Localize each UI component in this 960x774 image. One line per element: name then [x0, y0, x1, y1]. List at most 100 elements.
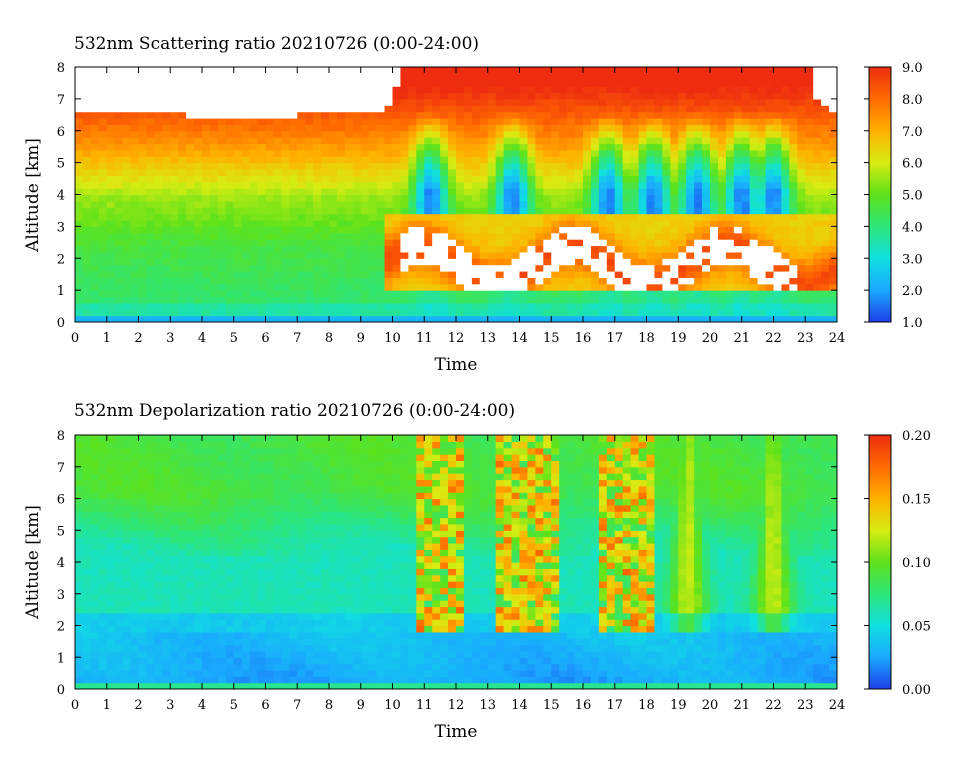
- heatmap-cell: [162, 163, 171, 170]
- heatmap-cell: [75, 144, 84, 151]
- heatmap-cell: [297, 297, 306, 304]
- heatmap-cell: [535, 265, 544, 272]
- heatmap-cell: [266, 144, 275, 151]
- heatmap-cell: [512, 252, 521, 259]
- heatmap-cell: [91, 657, 100, 664]
- heatmap-cell: [472, 265, 481, 272]
- heatmap-cell: [710, 214, 719, 221]
- heatmap-cell: [639, 239, 648, 246]
- heatmap-cell: [218, 613, 227, 620]
- heatmap-cell: [607, 303, 616, 310]
- heatmap-cell: [162, 435, 171, 442]
- heatmap-cell: [210, 587, 219, 594]
- heatmap-cell: [218, 277, 227, 284]
- heatmap-cell: [464, 303, 473, 310]
- heatmap-cell: [99, 486, 108, 493]
- heatmap-cell: [623, 175, 632, 182]
- heatmap-cell: [726, 112, 735, 119]
- heatmap-cell: [194, 258, 203, 265]
- heatmap-cell: [424, 73, 433, 80]
- heatmap-cell: [662, 233, 671, 240]
- heatmap-cell: [202, 182, 211, 189]
- x-tick-label: 8: [325, 331, 333, 346]
- heatmap-cell: [83, 80, 92, 87]
- heatmap-cell: [202, 258, 211, 265]
- heatmap-cell: [107, 105, 116, 112]
- heatmap-cell: [186, 226, 195, 233]
- heatmap-cell: [234, 252, 243, 259]
- heatmap-cell: [567, 290, 576, 297]
- heatmap-cell: [615, 252, 624, 259]
- heatmap-cell: [543, 258, 552, 265]
- heatmap-cell: [115, 297, 124, 304]
- heatmap-cell: [591, 303, 600, 310]
- heatmap-cell: [250, 150, 259, 157]
- heatmap-cell: [146, 214, 155, 221]
- heatmap-cell: [123, 676, 132, 683]
- heatmap-cell: [186, 105, 195, 112]
- heatmap-cell: [289, 105, 298, 112]
- heatmap-cell: [551, 169, 560, 176]
- heatmap-cell: [75, 86, 84, 93]
- heatmap-cell: [829, 118, 838, 125]
- heatmap-cell: [178, 246, 187, 253]
- heatmap-cell: [305, 150, 314, 157]
- heatmap-cell: [226, 182, 235, 189]
- heatmap-cell: [289, 271, 298, 278]
- heatmap-cell: [805, 233, 814, 240]
- heatmap-cell: [591, 201, 600, 208]
- heatmap-cell: [273, 86, 282, 93]
- heatmap-cell: [178, 473, 187, 480]
- heatmap-cell: [258, 492, 267, 499]
- heatmap-cell: [194, 207, 203, 214]
- heatmap-cell: [575, 284, 584, 291]
- heatmap-cell: [456, 150, 465, 157]
- heatmap-cell: [567, 297, 576, 304]
- heatmap-cell: [83, 309, 92, 316]
- heatmap-cell: [139, 511, 148, 518]
- heatmap-cell: [781, 214, 790, 221]
- heatmap-cell: [797, 252, 806, 259]
- heatmap-cell: [170, 613, 179, 620]
- heatmap-cell: [139, 99, 148, 106]
- heatmap-cell: [75, 309, 84, 316]
- heatmap-cell: [670, 201, 679, 208]
- heatmap-cell: [631, 188, 640, 195]
- heatmap-cell: [266, 460, 275, 467]
- heatmap-cell: [281, 233, 290, 240]
- heatmap-cell: [527, 252, 536, 259]
- heatmap-cell: [162, 562, 171, 569]
- heatmap-cell: [202, 195, 211, 202]
- heatmap-cell: [131, 105, 140, 112]
- heatmap-cell: [107, 460, 116, 467]
- heatmap-cell: [647, 99, 656, 106]
- heatmap-cell: [615, 150, 624, 157]
- heatmap-cell: [234, 473, 243, 480]
- heatmap-cell: [178, 581, 187, 588]
- heatmap-cell: [115, 575, 124, 582]
- heatmap-cell: [83, 530, 92, 537]
- heatmap-cell: [226, 638, 235, 645]
- heatmap-cell: [139, 169, 148, 176]
- heatmap-cell: [488, 271, 497, 278]
- heatmap-cell: [742, 137, 751, 144]
- heatmap-cell: [654, 118, 663, 125]
- heatmap-cell: [647, 124, 656, 131]
- heatmap-cell: [369, 188, 378, 195]
- heatmap-cell: [178, 124, 187, 131]
- heatmap-cell: [829, 105, 838, 112]
- heatmap-cell: [432, 284, 441, 291]
- heatmap-cell: [647, 144, 656, 151]
- heatmap-cell: [226, 258, 235, 265]
- heatmap-cell: [250, 664, 259, 671]
- heatmap-cell: [154, 303, 163, 310]
- heatmap-cell: [416, 137, 425, 144]
- heatmap-cell: [456, 118, 465, 125]
- heatmap-cell: [424, 284, 433, 291]
- heatmap-cell: [345, 195, 354, 202]
- heatmap-cell: [218, 575, 227, 582]
- heatmap-cell: [91, 524, 100, 531]
- heatmap-cell: [440, 290, 449, 297]
- heatmap-cell: [107, 265, 116, 272]
- heatmap-cell: [615, 112, 624, 119]
